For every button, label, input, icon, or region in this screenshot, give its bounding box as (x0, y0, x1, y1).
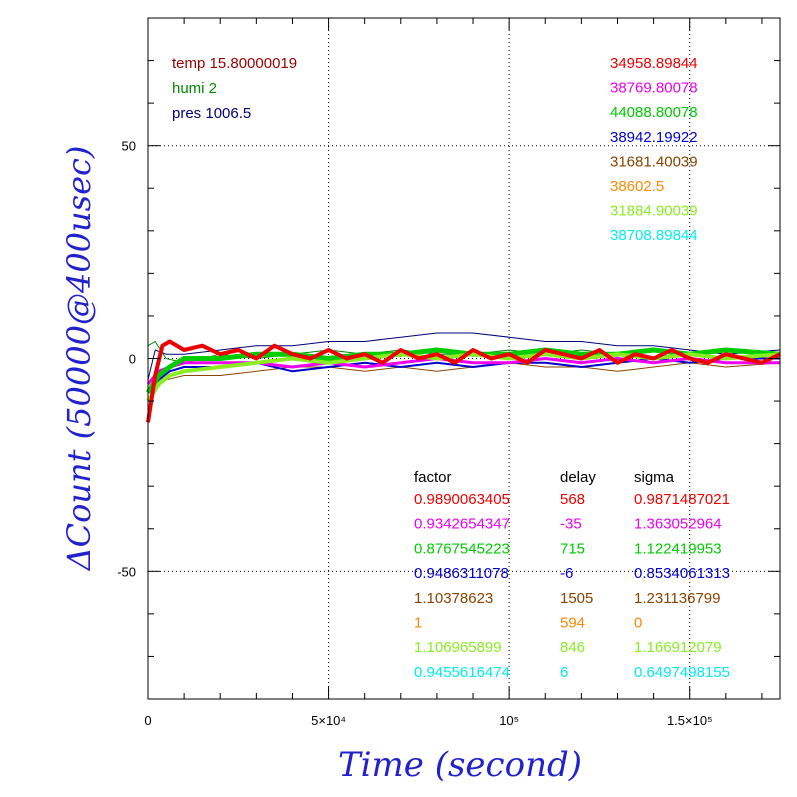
environment-line-1: humi 2 (172, 80, 217, 97)
table-cell-factor-6: 1.106965899 (414, 639, 502, 656)
y-tick-label-1: 0 (129, 352, 136, 367)
table-header-factor: factor (414, 469, 452, 486)
series-line-5 (145, 347, 781, 394)
x-tick-label-3: 1.5×10⁵ (667, 713, 713, 728)
table-cell-sigma-2: 1.122419953 (634, 540, 722, 557)
y-tick-label-2: -50 (117, 564, 136, 579)
count-value-3: 38942.19922 (610, 129, 698, 146)
count-value-1: 38769.80078 (610, 80, 698, 97)
series-line-7 (146, 339, 781, 423)
table-cell-sigma-1: 1.363052964 (634, 516, 722, 533)
table-cell-sigma-4: 1.231136799 (634, 590, 720, 607)
table-cell-factor-0: 0.9890063405 (414, 491, 510, 508)
table-cell-factor-4: 1.10378623 (414, 590, 493, 607)
parameter-table: factor delay sigma 0.9890063405 568 0.9871487… (414, 469, 730, 681)
counts-block: 34958.89844 38769.80078 44088.80078 38942.1… (610, 55, 698, 244)
table-cell-delay-4: 1505 (560, 590, 593, 607)
count-value-2: 44088.80078 (610, 104, 698, 121)
count-value-5: 38602.5 (610, 178, 664, 195)
table-cell-sigma-6: 1.166912079 (634, 639, 722, 656)
count-value-6: 31884.90039 (610, 203, 698, 220)
environment-line-0: temp 15.80000019 (172, 55, 297, 72)
table-cell-sigma-0: 0.9871487021 (634, 491, 730, 508)
count-value-4: 31681.40039 (610, 153, 698, 170)
x-tick-label-2: 10⁵ (499, 713, 519, 728)
series-line-4 (146, 357, 780, 385)
table-cell-factor-1: 0.9342654347 (414, 516, 510, 533)
y-axis-title: ΔCount (50000@400usec) (60, 146, 98, 573)
table-cell-delay-0: 568 (560, 491, 585, 508)
table-cell-delay-2: 715 (560, 540, 585, 557)
table-cell-delay-3: -6 (560, 565, 573, 582)
tick-labels: 0 5×10⁴ 10⁵ 1.5×10⁵ 50 0 -50 (117, 139, 712, 728)
table-cell-factor-3: 0.9486311078 (414, 565, 509, 582)
table-cell-delay-6: 846 (560, 639, 585, 656)
table-header-delay: delay (560, 469, 596, 486)
axis-ticks (147, 17, 780, 700)
table-cell-factor-2: 0.8767545223 (414, 540, 510, 557)
table-cell-delay-1: -35 (560, 516, 582, 533)
table-cell-sigma-7: 0.6497498155 (634, 664, 730, 681)
x-tick-label-0: 0 (144, 713, 151, 728)
series-line-1 (147, 362, 781, 385)
series-line-0 (147, 332, 781, 380)
table-cell-factor-5: 1 (414, 615, 422, 632)
count-value-7: 38708.89844 (610, 227, 698, 244)
x-axis-title: Time (second) (338, 745, 582, 785)
table-header-sigma: sigma (634, 469, 675, 486)
table-cell-delay-5: 594 (560, 615, 585, 632)
series-group (145, 332, 781, 423)
table-cell-sigma-5: 0 (634, 615, 642, 632)
environment-line-2: pres 1006.5 (172, 105, 251, 122)
x-tick-label-1: 5×10⁴ (311, 713, 346, 728)
environment-block: temp 15.80000019 humi 2 pres 1006.5 (172, 55, 297, 122)
y-tick-label-0: 50 (122, 139, 136, 154)
table-cell-sigma-3: 0.8534061313 (634, 565, 730, 582)
table-cell-delay-7: 6 (560, 664, 568, 681)
table-cell-factor-7: 0.9455616474 (414, 664, 510, 681)
count-value-0: 34958.89844 (610, 55, 698, 72)
